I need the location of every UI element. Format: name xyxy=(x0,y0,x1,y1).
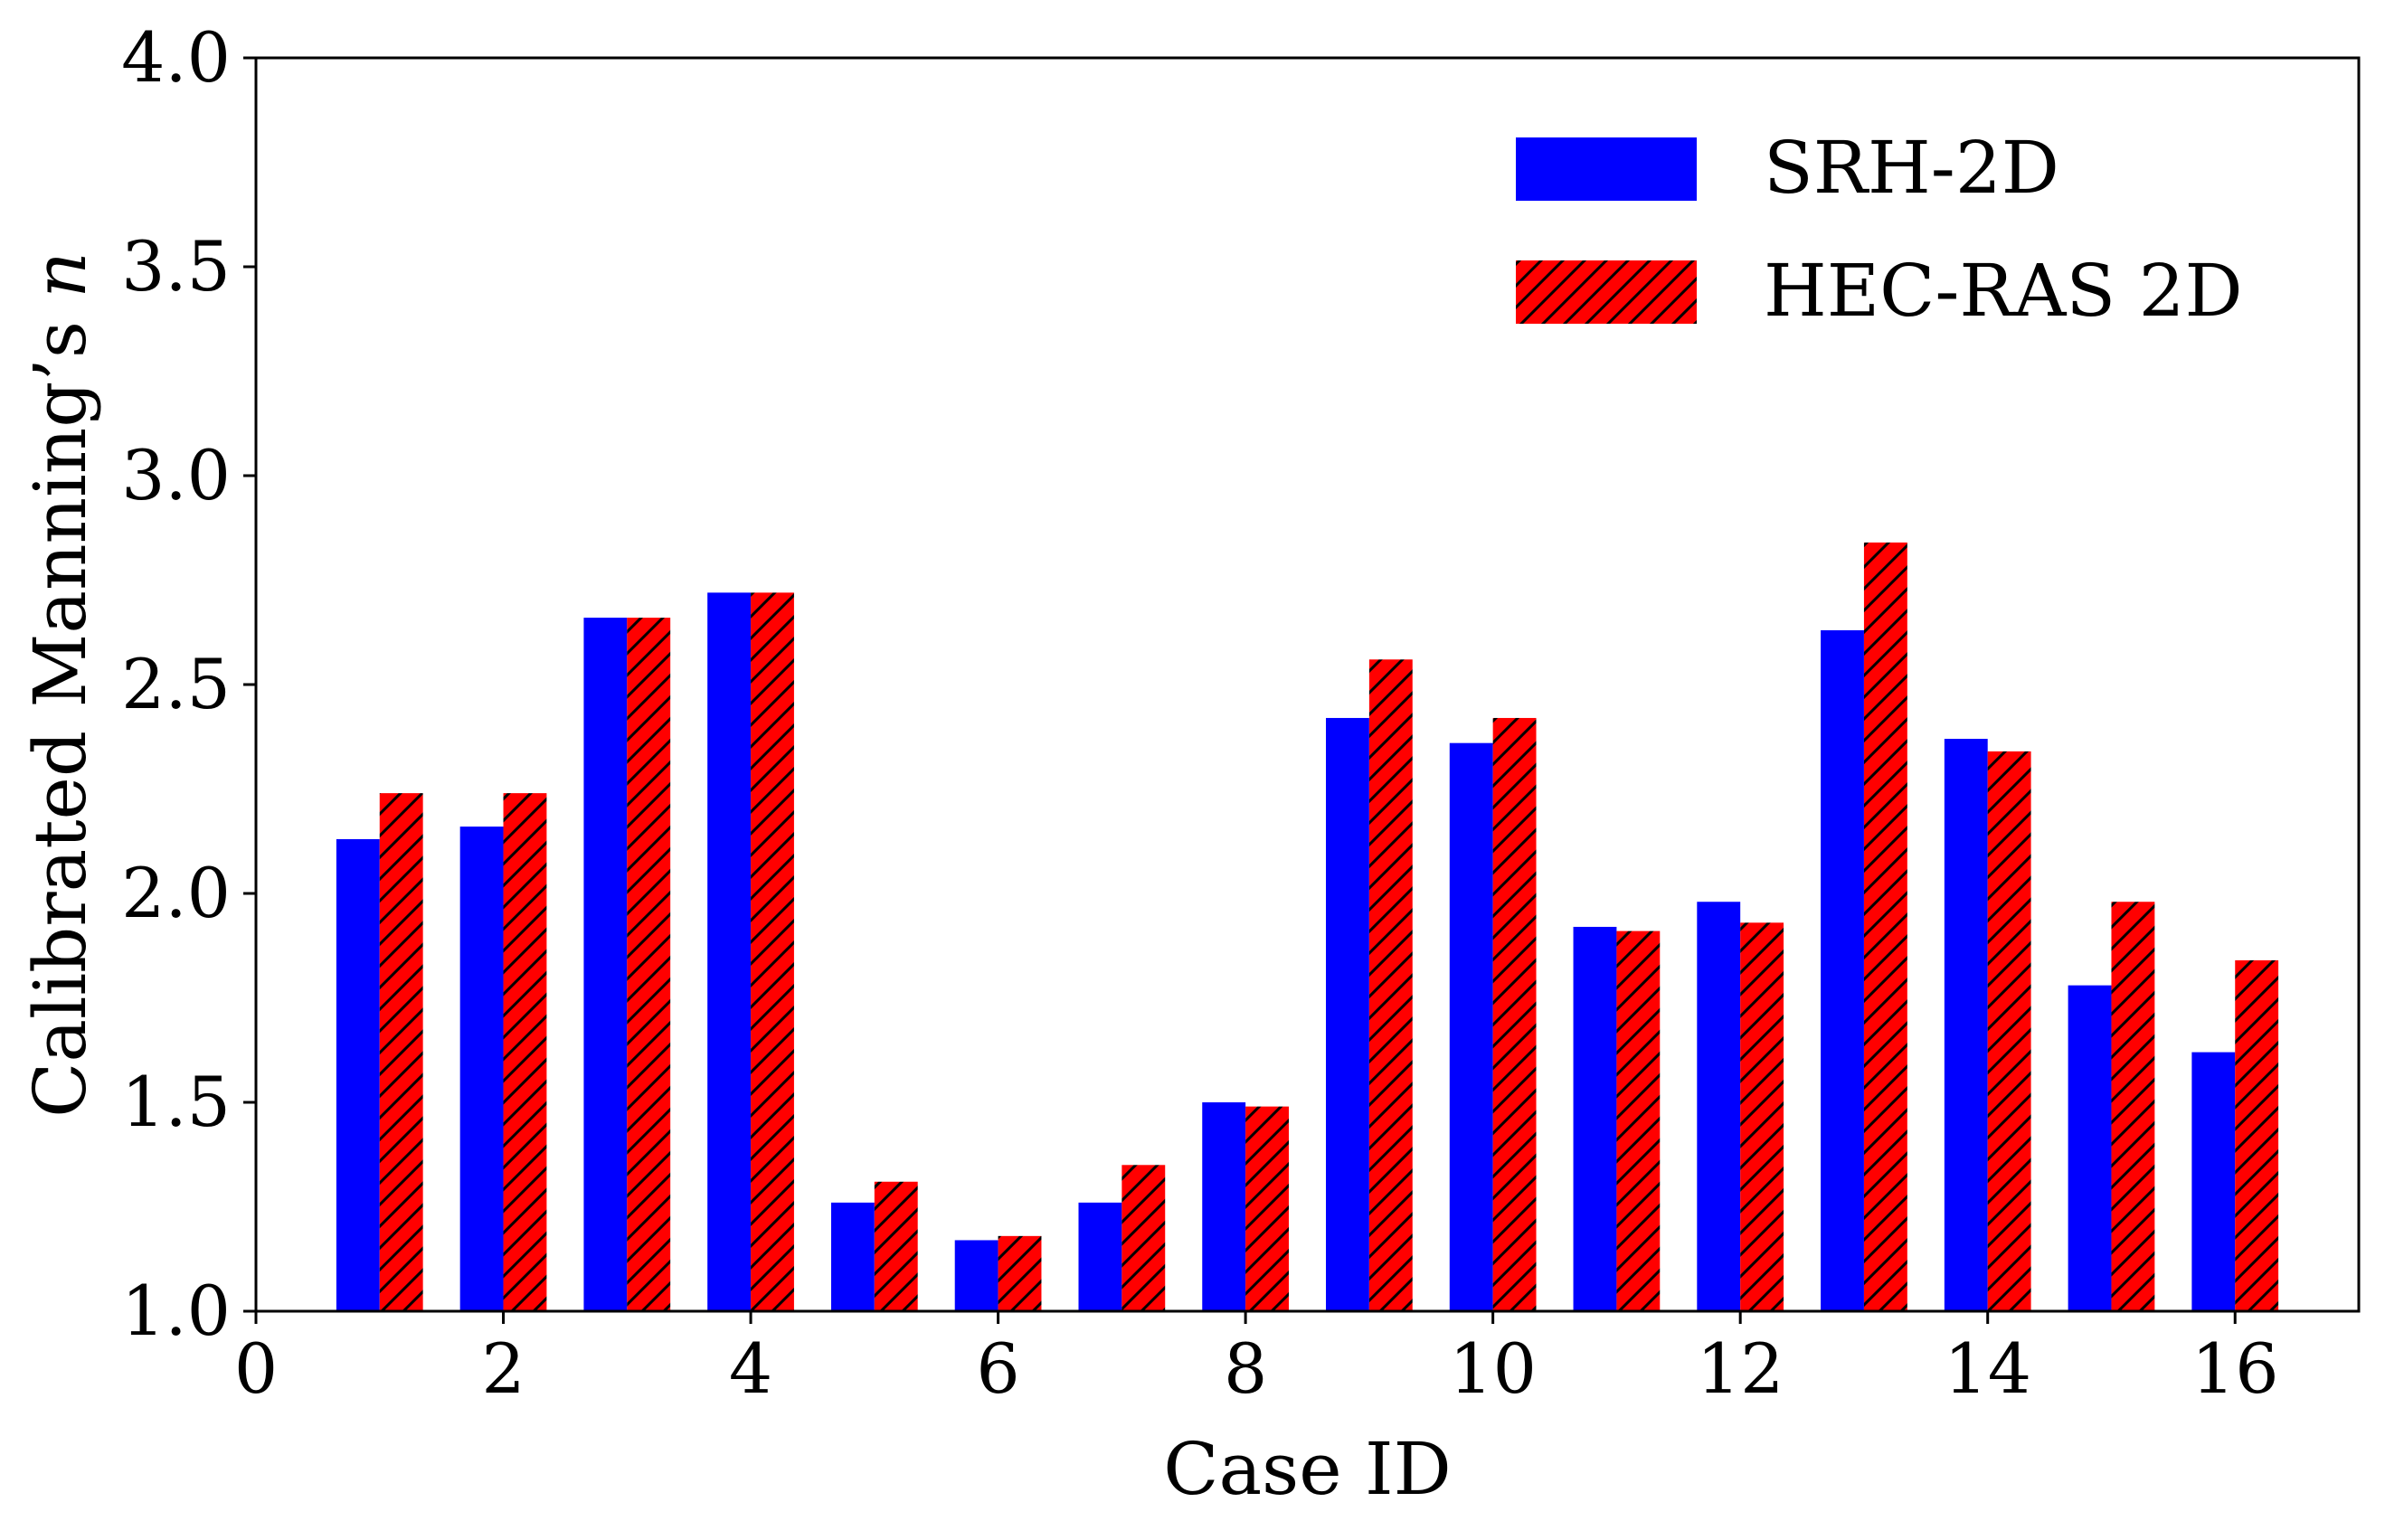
legend: SRH-2D HEC-RAS 2D xyxy=(1516,126,2243,333)
bar-hec-ras-2d-case-8 xyxy=(1245,1106,1289,1311)
bar-srh-2d-case-1 xyxy=(336,838,380,1311)
x-tick-label: 8 xyxy=(1224,1328,1267,1409)
x-tick-label: 12 xyxy=(1697,1328,1784,1409)
bar-hec-ras-2d-case-3 xyxy=(627,618,671,1311)
bar-hec-ras-2d-case-16 xyxy=(2235,959,2279,1311)
bar-srh-2d-case-5 xyxy=(830,1202,875,1311)
bar-srh-2d-case-3 xyxy=(583,618,628,1311)
legend-label: SRH-2D xyxy=(1764,126,2059,210)
bar-hec-ras-2d-case-9 xyxy=(1368,659,1413,1311)
bar-hec-ras-2d-case-6 xyxy=(998,1235,1042,1311)
y-tick-label: 4.0 xyxy=(121,17,231,98)
y-tick-label: 2.0 xyxy=(121,853,231,933)
legend-swatch xyxy=(1516,137,1697,201)
bar-srh-2d-case-10 xyxy=(1449,742,1493,1311)
bar-hec-ras-2d-case-15 xyxy=(2111,902,2155,1311)
bar-hec-ras-2d-case-7 xyxy=(1122,1165,1166,1311)
y-axis-title: Calibrated Manning’s n xyxy=(18,251,102,1118)
bar-hec-ras-2d-case-1 xyxy=(379,793,423,1311)
axis-ticks: 0 2 4 6 8 10 12 14 16 1.0 1.5 2.0 2.5 3.0 3.5 4.0 xyxy=(121,17,2278,1409)
x-tick-label: 6 xyxy=(976,1328,1019,1409)
bar-hec-ras-2d-case-12 xyxy=(1740,922,1784,1311)
bar-srh-2d-case-15 xyxy=(2068,985,2112,1311)
y-axis-title-text: Calibrated Manning’s xyxy=(18,321,102,1118)
x-tick-label: 14 xyxy=(1944,1328,2031,1409)
bar-srh-2d-case-8 xyxy=(1202,1102,1246,1311)
bar-srh-2d-case-4 xyxy=(707,592,752,1311)
x-tick-label: 2 xyxy=(481,1328,525,1409)
bar-srh-2d-case-6 xyxy=(954,1240,998,1311)
bar-hec-ras-2d-case-2 xyxy=(503,793,547,1311)
y-tick-label: 2.5 xyxy=(121,644,231,724)
y-tick-label: 3.5 xyxy=(121,226,231,307)
bar-srh-2d-case-14 xyxy=(1944,739,1988,1311)
plot-area-frame xyxy=(254,56,2361,1313)
y-tick-label: 1.0 xyxy=(121,1271,231,1351)
x-axis-title: Case ID xyxy=(1163,1427,1451,1511)
y-tick-label: 3.0 xyxy=(121,435,231,515)
legend-swatch xyxy=(1516,260,1697,324)
x-tick-label: 10 xyxy=(1449,1328,1537,1409)
x-tick-label: 0 xyxy=(234,1328,278,1409)
legend-label: HEC-RAS 2D xyxy=(1764,249,2243,333)
bar-srh-2d-case-9 xyxy=(1326,717,1369,1311)
bar-hec-ras-2d-case-13 xyxy=(1863,542,1907,1311)
bar-hec-ras-2d-case-5 xyxy=(874,1181,918,1311)
bar-hec-ras-2d-case-11 xyxy=(1616,931,1661,1311)
bar-srh-2d-case-12 xyxy=(1697,902,1741,1311)
bar-hec-ras-2d-case-14 xyxy=(1987,751,2031,1311)
bar-srh-2d-case-2 xyxy=(459,827,504,1311)
bar-hec-ras-2d-case-10 xyxy=(1492,717,1537,1311)
x-tick-label: 16 xyxy=(2191,1328,2279,1409)
bar-srh-2d-case-11 xyxy=(1573,926,1617,1311)
y-axis-title-symbol: n xyxy=(18,251,102,298)
bar-srh-2d-case-7 xyxy=(1078,1202,1122,1311)
bar-srh-2d-case-13 xyxy=(1821,629,1864,1311)
y-tick-label: 1.5 xyxy=(121,1062,231,1142)
bar-srh-2d-case-16 xyxy=(2191,1052,2236,1311)
bar-hec-ras-2d-case-4 xyxy=(751,592,794,1311)
x-tick-label: 4 xyxy=(729,1328,772,1409)
bars-group xyxy=(336,542,2279,1311)
